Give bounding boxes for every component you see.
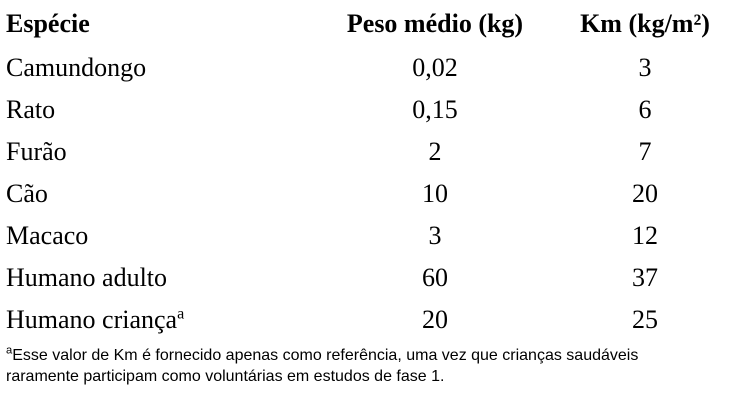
column-header-especie: Espécie [6,8,90,38]
table-row: Camundongo 0,02 3 [0,47,730,89]
km-cell: 20 [632,179,658,208]
column-header-km: Km (kg/m²) [580,8,710,38]
table-row: Macaco 3 12 [0,215,730,257]
peso-cell: 3 [428,221,442,250]
peso-cell: 0,15 [412,95,458,124]
table-row: Rato 0,15 6 [0,89,730,131]
column-header-peso-medio: Peso médio (kg) [346,8,524,38]
table-header-row: Espécie Peso médio (kg) Km (kg/m²) [0,0,730,47]
species-cell: Cão [6,179,48,208]
footnote-text-line2: raramente participam como voluntárias em… [6,368,445,385]
km-cell: 25 [632,305,658,334]
footnote-marker-superscript: a [6,344,13,357]
km-cell: 3 [638,53,652,82]
species-cell: Camundongo [6,53,147,82]
peso-cell: 2 [428,137,442,166]
peso-cell: 60 [422,263,448,292]
species-name: Humano criança [6,305,178,334]
species-cell: Rato [6,95,56,124]
table-footnote: aEsse valor de Km é fornecido apenas com… [6,345,720,387]
km-cell: 37 [632,263,658,292]
table-row: Humano criançaa 20 25 [0,299,730,341]
km-cell: 7 [638,137,652,166]
peso-cell: 20 [422,305,448,334]
peso-cell: 0,02 [412,53,458,82]
km-cell: 12 [632,221,658,250]
species-cell: Humano adulto [6,263,168,292]
table-row: Humano adulto 60 37 [0,257,730,299]
species-cell: Macaco [6,221,89,250]
footnote-text-line1: Esse valor de Km é fornecido apenas como… [12,347,639,364]
table-row: Cão 10 20 [0,173,730,215]
footnote-marker-superscript: a [177,305,185,323]
species-cell: Humano criançaa [0,299,310,341]
species-cell: Furão [6,137,67,166]
table-row: Furão 2 7 [0,131,730,173]
peso-cell: 10 [422,179,448,208]
km-cell: 6 [638,95,652,124]
species-km-table: Espécie Peso médio (kg) Km (kg/m²) Camun… [0,0,730,341]
